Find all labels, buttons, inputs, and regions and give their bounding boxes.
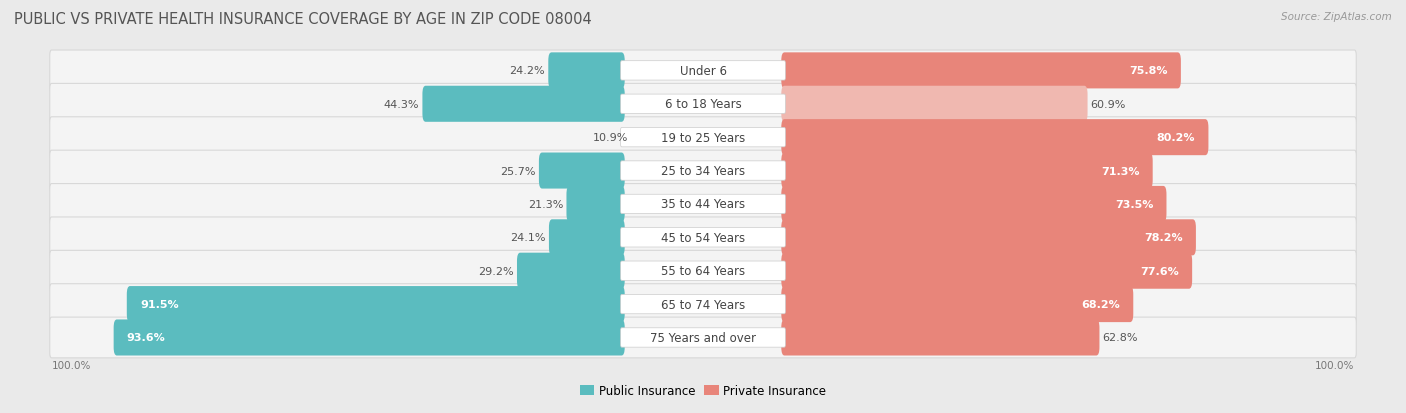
Text: 80.2%: 80.2% — [1157, 133, 1195, 143]
FancyBboxPatch shape — [620, 328, 786, 347]
FancyBboxPatch shape — [620, 95, 786, 114]
Text: Source: ZipAtlas.com: Source: ZipAtlas.com — [1281, 12, 1392, 22]
Text: 62.8%: 62.8% — [1102, 333, 1137, 343]
FancyBboxPatch shape — [782, 87, 1088, 123]
FancyBboxPatch shape — [782, 220, 1197, 256]
FancyBboxPatch shape — [782, 253, 1192, 289]
FancyBboxPatch shape — [49, 51, 1357, 92]
Text: 25 to 34 Years: 25 to 34 Years — [661, 165, 745, 178]
Text: 6 to 18 Years: 6 to 18 Years — [665, 98, 741, 111]
FancyBboxPatch shape — [620, 228, 786, 247]
Text: PUBLIC VS PRIVATE HEALTH INSURANCE COVERAGE BY AGE IN ZIP CODE 08004: PUBLIC VS PRIVATE HEALTH INSURANCE COVER… — [14, 12, 592, 27]
FancyBboxPatch shape — [567, 186, 624, 223]
FancyBboxPatch shape — [620, 261, 786, 281]
FancyBboxPatch shape — [422, 87, 624, 123]
FancyBboxPatch shape — [782, 153, 1153, 189]
FancyBboxPatch shape — [620, 128, 786, 147]
FancyBboxPatch shape — [49, 151, 1357, 192]
Text: 75 Years and over: 75 Years and over — [650, 331, 756, 344]
Text: 25.7%: 25.7% — [501, 166, 536, 176]
Text: 100.0%: 100.0% — [52, 360, 91, 370]
Text: 77.6%: 77.6% — [1140, 266, 1180, 276]
FancyBboxPatch shape — [49, 284, 1357, 325]
FancyBboxPatch shape — [114, 320, 624, 356]
FancyBboxPatch shape — [782, 286, 1133, 322]
FancyBboxPatch shape — [49, 118, 1357, 158]
Text: 100.0%: 100.0% — [1315, 360, 1354, 370]
Text: 19 to 25 Years: 19 to 25 Years — [661, 131, 745, 144]
FancyBboxPatch shape — [620, 161, 786, 181]
FancyBboxPatch shape — [49, 217, 1357, 258]
Text: 24.2%: 24.2% — [509, 66, 546, 76]
Text: 21.3%: 21.3% — [529, 199, 564, 209]
Text: 35 to 44 Years: 35 to 44 Years — [661, 198, 745, 211]
Text: 29.2%: 29.2% — [478, 266, 513, 276]
FancyBboxPatch shape — [620, 295, 786, 314]
Text: 55 to 64 Years: 55 to 64 Years — [661, 265, 745, 278]
FancyBboxPatch shape — [548, 53, 624, 89]
FancyBboxPatch shape — [782, 320, 1099, 356]
Text: 68.2%: 68.2% — [1081, 299, 1121, 309]
Text: 75.8%: 75.8% — [1129, 66, 1168, 76]
FancyBboxPatch shape — [782, 53, 1181, 89]
Text: 78.2%: 78.2% — [1144, 233, 1182, 243]
FancyBboxPatch shape — [517, 253, 624, 289]
FancyBboxPatch shape — [548, 220, 624, 256]
Text: 93.6%: 93.6% — [127, 333, 166, 343]
FancyBboxPatch shape — [49, 84, 1357, 125]
Text: Under 6: Under 6 — [679, 65, 727, 78]
FancyBboxPatch shape — [49, 184, 1357, 225]
Text: 73.5%: 73.5% — [1115, 199, 1153, 209]
FancyBboxPatch shape — [538, 153, 624, 189]
Text: 60.9%: 60.9% — [1091, 100, 1126, 109]
Text: 45 to 54 Years: 45 to 54 Years — [661, 231, 745, 244]
Text: 91.5%: 91.5% — [141, 299, 179, 309]
Text: 71.3%: 71.3% — [1101, 166, 1139, 176]
FancyBboxPatch shape — [127, 286, 624, 322]
Text: 65 to 74 Years: 65 to 74 Years — [661, 298, 745, 311]
Text: 44.3%: 44.3% — [384, 100, 419, 109]
Text: 24.1%: 24.1% — [510, 233, 546, 243]
FancyBboxPatch shape — [49, 317, 1357, 358]
FancyBboxPatch shape — [620, 195, 786, 214]
Legend: Public Insurance, Private Insurance: Public Insurance, Private Insurance — [579, 384, 827, 397]
FancyBboxPatch shape — [620, 62, 786, 81]
FancyBboxPatch shape — [49, 251, 1357, 291]
FancyBboxPatch shape — [782, 120, 1208, 156]
Text: 10.9%: 10.9% — [593, 133, 628, 143]
FancyBboxPatch shape — [782, 186, 1167, 223]
